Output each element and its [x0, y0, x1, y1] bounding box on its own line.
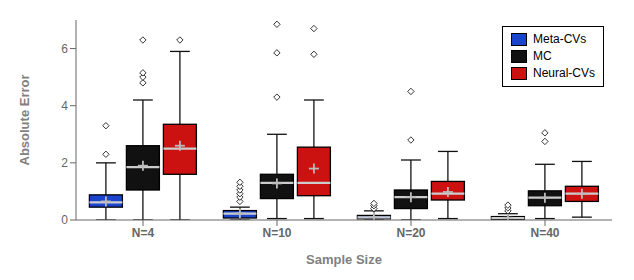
html-text:MC: MC	[533, 49, 552, 63]
svg-text:6: 6	[61, 42, 68, 56]
html-text:Neural-CVs: Neural-CVs	[533, 66, 595, 80]
svg-text:N=4: N=4	[132, 226, 155, 240]
svg-text:2: 2	[61, 156, 68, 170]
svg-text:Absolute Error: Absolute Error	[17, 74, 32, 165]
svg-text:Sample Size: Sample Size	[306, 252, 382, 267]
svg-text:N=40: N=40	[530, 226, 559, 240]
svg-text:N=20: N=20	[396, 226, 425, 240]
html-text:Meta-CVs: Meta-CVs	[533, 32, 587, 46]
svg-text:4: 4	[61, 99, 68, 113]
svg-text:0: 0	[61, 213, 68, 227]
svg-text:N=10: N=10	[262, 226, 291, 240]
